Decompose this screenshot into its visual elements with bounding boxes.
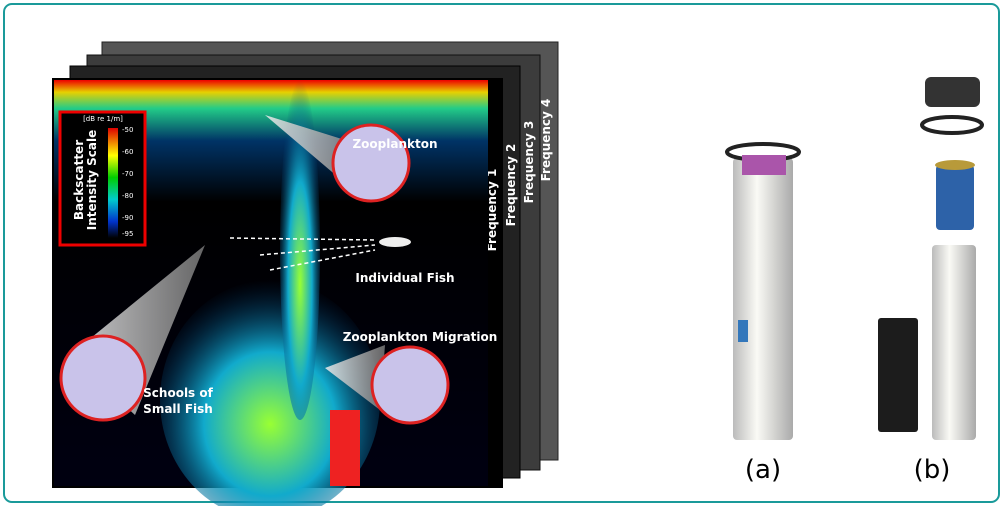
color-scale — [108, 128, 118, 238]
scale-unit: [dB re 1/m] — [83, 115, 123, 123]
freq-label: Frequency 3 — [522, 121, 536, 204]
page: Frequency 4 Frequency 3 Frequency 2 Freq… — [0, 0, 1003, 506]
instrument-a-label — [738, 320, 748, 342]
figure: Frequency 4 Frequency 3 Frequency 2 Freq… — [0, 0, 1003, 506]
scale-tick: -60 — [122, 148, 133, 156]
annotation: Zooplankton — [352, 137, 437, 151]
freq-label: Frequency 4 — [539, 99, 553, 182]
panel-label: (b) — [914, 455, 951, 485]
instrument-b-tube — [932, 245, 976, 440]
scale-tick: -50 — [122, 126, 133, 134]
instrument-b-battery — [878, 318, 918, 432]
scale-tick: -90 — [122, 214, 133, 222]
migration-callout — [372, 347, 448, 423]
instrument-b-top — [935, 160, 975, 170]
schools-callout — [61, 336, 145, 420]
scale-title: Backscatter — [72, 140, 86, 220]
annotation: Small Fish — [143, 402, 213, 416]
scale-tick: -80 — [122, 192, 133, 200]
scale-tick: -70 — [122, 170, 133, 178]
fish-icon — [379, 237, 411, 247]
scale-tick: -95 — [122, 230, 133, 238]
instrument-b-cap — [925, 77, 980, 107]
annotation: Individual Fish — [355, 271, 454, 285]
echogram-hot — [330, 410, 360, 486]
scale-title: Intensity Scale — [85, 130, 99, 231]
annotation: Schools of — [143, 386, 213, 400]
instrument-b-electronics — [936, 165, 974, 230]
annotation: Zooplankton Migration — [343, 330, 498, 344]
instrument-a — [733, 158, 793, 440]
freq-label: Frequency 2 — [504, 144, 518, 227]
instrument-a-band — [742, 155, 786, 175]
panel-label: (a) — [745, 455, 781, 485]
